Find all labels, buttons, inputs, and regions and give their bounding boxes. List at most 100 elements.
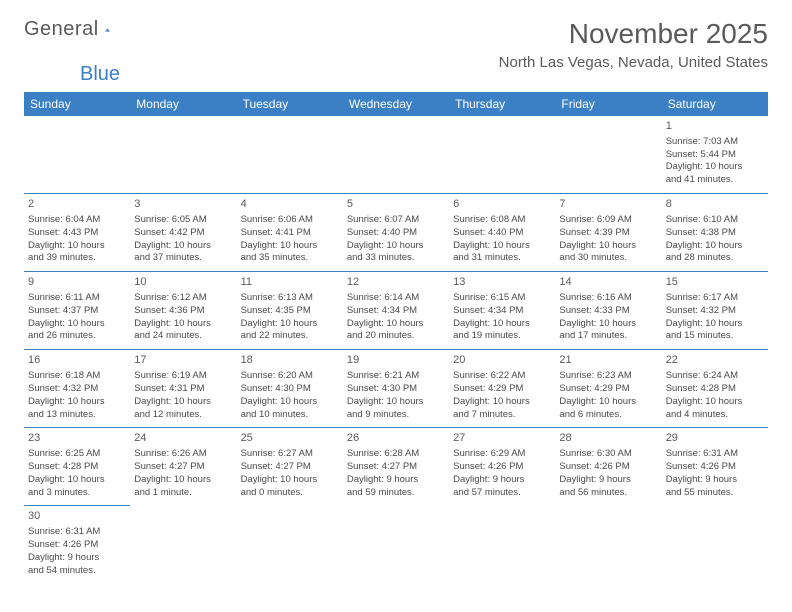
day-info-line: Daylight: 10 hours <box>241 396 339 409</box>
logo-word2: Blue <box>80 63 120 85</box>
day-number: 5 <box>347 197 445 212</box>
day-number: 29 <box>666 431 764 446</box>
day-info-line: and 19 minutes. <box>453 330 551 343</box>
day-number: 14 <box>559 275 657 290</box>
calendar-cell: 13Sunrise: 6:15 AMSunset: 4:34 PMDayligh… <box>449 272 555 350</box>
calendar-cell: 6Sunrise: 6:08 AMSunset: 4:40 PMDaylight… <box>449 194 555 272</box>
day-info-line: and 4 minutes. <box>666 409 764 422</box>
day-info-line: and 0 minutes. <box>241 487 339 500</box>
day-number: 12 <box>347 275 445 290</box>
day-info-line: and 31 minutes. <box>453 252 551 265</box>
day-info-line: Daylight: 10 hours <box>134 240 232 253</box>
calendar-row: 2Sunrise: 6:04 AMSunset: 4:43 PMDaylight… <box>24 194 768 272</box>
day-info-line: Sunrise: 6:05 AM <box>134 214 232 227</box>
day-info-line: Sunrise: 6:10 AM <box>666 214 764 227</box>
day-info-line: and 13 minutes. <box>28 409 126 422</box>
calendar-cell: 23Sunrise: 6:25 AMSunset: 4:28 PMDayligh… <box>24 428 130 506</box>
day-info-line: Sunrise: 6:28 AM <box>347 448 445 461</box>
day-info-line: Sunset: 4:27 PM <box>134 461 232 474</box>
day-info-line: Daylight: 10 hours <box>559 396 657 409</box>
day-info-line: Sunset: 4:26 PM <box>666 461 764 474</box>
day-info-line: and 9 minutes. <box>347 409 445 422</box>
day-info-line: Sunrise: 6:31 AM <box>28 526 126 539</box>
day-info-line: and 33 minutes. <box>347 252 445 265</box>
day-info-line: Daylight: 9 hours <box>666 474 764 487</box>
day-info-line: Sunrise: 6:21 AM <box>347 370 445 383</box>
day-number: 13 <box>453 275 551 290</box>
day-info-line: Sunrise: 6:22 AM <box>453 370 551 383</box>
weekday-header: Sunday <box>24 92 130 116</box>
header: General November 2025 North Las Vegas, N… <box>24 18 768 71</box>
day-number: 26 <box>347 431 445 446</box>
day-info-line: Sunset: 4:42 PM <box>134 227 232 240</box>
day-info-line: Sunset: 4:34 PM <box>347 305 445 318</box>
day-info-line: Daylight: 10 hours <box>28 396 126 409</box>
day-info-line: Sunset: 4:27 PM <box>241 461 339 474</box>
day-number: 11 <box>241 275 339 290</box>
weekday-header: Saturday <box>662 92 768 116</box>
day-info-line: Sunset: 4:28 PM <box>28 461 126 474</box>
day-info-line: Daylight: 10 hours <box>134 318 232 331</box>
calendar-cell: 4Sunrise: 6:06 AMSunset: 4:41 PMDaylight… <box>237 194 343 272</box>
day-number: 28 <box>559 431 657 446</box>
day-number: 22 <box>666 353 764 368</box>
day-info-line: Sunrise: 6:18 AM <box>28 370 126 383</box>
day-info-line: Daylight: 10 hours <box>666 318 764 331</box>
calendar-cell-empty <box>662 506 768 584</box>
calendar-cell-empty <box>237 506 343 584</box>
calendar-cell-empty <box>555 506 661 584</box>
weekday-header-row: SundayMondayTuesdayWednesdayThursdayFrid… <box>24 92 768 116</box>
weekday-header: Friday <box>555 92 661 116</box>
day-info-line: and 10 minutes. <box>241 409 339 422</box>
day-info-line: Sunrise: 7:03 AM <box>666 136 764 149</box>
day-info-line: Sunset: 4:37 PM <box>28 305 126 318</box>
day-info-line: Sunrise: 6:12 AM <box>134 292 232 305</box>
calendar-cell: 28Sunrise: 6:30 AMSunset: 4:26 PMDayligh… <box>555 428 661 506</box>
day-info-line: and 35 minutes. <box>241 252 339 265</box>
day-info-line: Sunrise: 6:31 AM <box>666 448 764 461</box>
calendar-row: 16Sunrise: 6:18 AMSunset: 4:32 PMDayligh… <box>24 350 768 428</box>
day-number: 6 <box>453 197 551 212</box>
day-info-line: Sunrise: 6:23 AM <box>559 370 657 383</box>
day-number: 25 <box>241 431 339 446</box>
day-info-line: Sunset: 4:26 PM <box>453 461 551 474</box>
calendar-cell-empty <box>237 116 343 194</box>
calendar-body: 1Sunrise: 7:03 AMSunset: 5:44 PMDaylight… <box>24 116 768 584</box>
weekday-header: Monday <box>130 92 236 116</box>
day-number: 27 <box>453 431 551 446</box>
day-info-line: Sunrise: 6:14 AM <box>347 292 445 305</box>
weekday-header: Thursday <box>449 92 555 116</box>
day-info-line: Sunset: 4:39 PM <box>559 227 657 240</box>
day-info-line: Sunset: 4:40 PM <box>347 227 445 240</box>
day-info-line: Sunset: 4:32 PM <box>28 383 126 396</box>
day-info-line: Sunset: 4:29 PM <box>559 383 657 396</box>
day-info-line: Sunset: 4:30 PM <box>347 383 445 396</box>
logo-word1: General <box>24 18 99 41</box>
day-number: 23 <box>28 431 126 446</box>
day-info-line: Sunrise: 6:27 AM <box>241 448 339 461</box>
calendar-cell: 24Sunrise: 6:26 AMSunset: 4:27 PMDayligh… <box>130 428 236 506</box>
day-info-line: Sunset: 4:36 PM <box>134 305 232 318</box>
calendar-cell: 10Sunrise: 6:12 AMSunset: 4:36 PMDayligh… <box>130 272 236 350</box>
day-info-line: Sunrise: 6:20 AM <box>241 370 339 383</box>
day-info-line: Sunrise: 6:04 AM <box>28 214 126 227</box>
day-info-line: Sunrise: 6:08 AM <box>453 214 551 227</box>
calendar-table: SundayMondayTuesdayWednesdayThursdayFrid… <box>24 92 768 584</box>
calendar-cell: 27Sunrise: 6:29 AMSunset: 4:26 PMDayligh… <box>449 428 555 506</box>
calendar-cell: 19Sunrise: 6:21 AMSunset: 4:30 PMDayligh… <box>343 350 449 428</box>
calendar-cell: 5Sunrise: 6:07 AMSunset: 4:40 PMDaylight… <box>343 194 449 272</box>
calendar-cell: 7Sunrise: 6:09 AMSunset: 4:39 PMDaylight… <box>555 194 661 272</box>
day-info-line: Daylight: 10 hours <box>28 240 126 253</box>
calendar-cell-empty <box>130 506 236 584</box>
day-info-line: Sunrise: 6:26 AM <box>134 448 232 461</box>
calendar-row: 1Sunrise: 7:03 AMSunset: 5:44 PMDaylight… <box>24 116 768 194</box>
day-info-line: and 26 minutes. <box>28 330 126 343</box>
day-info-line: Sunset: 4:33 PM <box>559 305 657 318</box>
day-info-line: Sunrise: 6:11 AM <box>28 292 126 305</box>
day-info-line: Daylight: 9 hours <box>28 552 126 565</box>
day-info-line: and 39 minutes. <box>28 252 126 265</box>
day-info-line: Sunset: 4:31 PM <box>134 383 232 396</box>
calendar-cell: 17Sunrise: 6:19 AMSunset: 4:31 PMDayligh… <box>130 350 236 428</box>
calendar-cell-empty <box>130 116 236 194</box>
day-info-line: Sunset: 4:30 PM <box>241 383 339 396</box>
